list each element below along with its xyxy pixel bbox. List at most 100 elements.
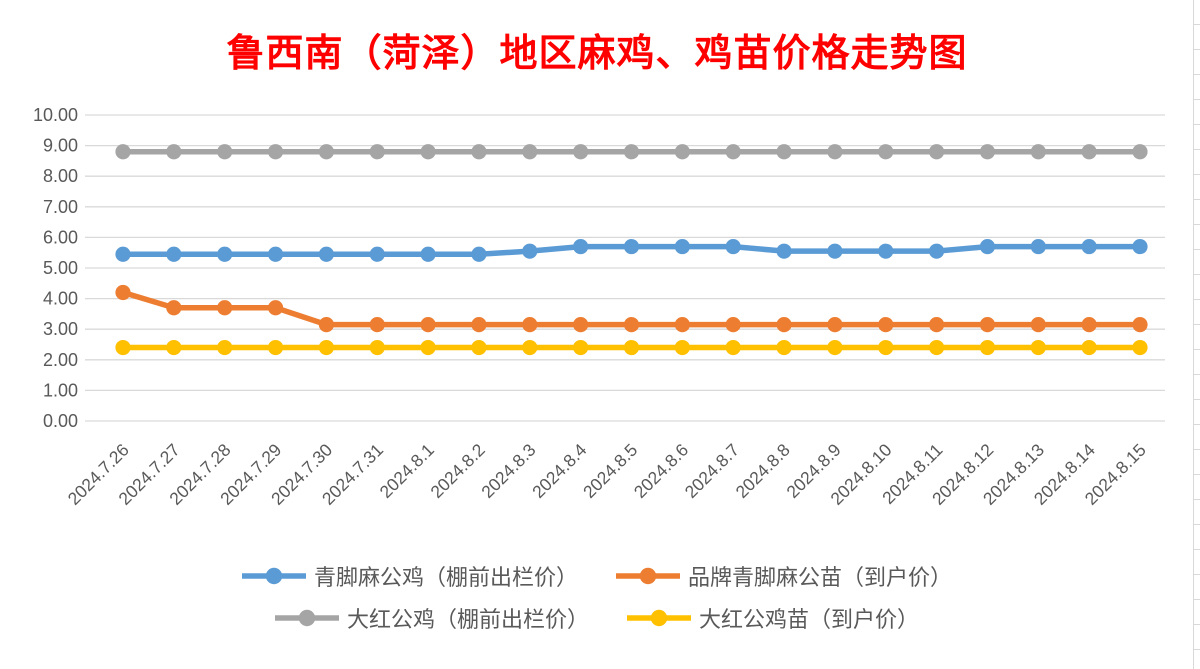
data-point-marker [776, 317, 792, 333]
data-point-marker [369, 339, 385, 356]
y-axis-tick-label: 8.00 [43, 166, 78, 186]
data-point-marker [166, 246, 182, 262]
data-point-marker [318, 317, 334, 333]
data-point-marker [979, 238, 996, 255]
legend-row: 青脚麻公鸡（棚前出栏价） 品牌青脚麻公苗（到户价） [241, 560, 953, 592]
data-point-marker [623, 339, 640, 356]
data-point-marker [267, 300, 284, 316]
data-point-marker [573, 238, 589, 255]
data-point-marker [1132, 317, 1148, 333]
data-point-marker [827, 144, 843, 160]
x-axis-tick-label: 2024.8.4 [528, 440, 590, 502]
legend-item: 大红公鸡苗（到户价） [627, 602, 919, 634]
data-point-marker [878, 243, 894, 259]
data-point-marker [166, 300, 182, 316]
data-point-marker [878, 317, 894, 333]
data-point-marker [318, 246, 334, 262]
y-axis-tick-label: 3.00 [43, 319, 78, 339]
legend-item: 青脚麻公鸡（棚前出栏价） [241, 560, 578, 592]
data-point-marker [776, 243, 792, 259]
legend-label: 大红公鸡（棚前出栏价） [346, 607, 589, 632]
legend-marker-icon [274, 609, 339, 627]
data-point-marker [420, 144, 436, 160]
data-point-marker [1132, 238, 1148, 255]
data-point-marker [522, 144, 538, 160]
data-point-marker [929, 339, 945, 356]
data-point-marker [827, 339, 843, 356]
data-point-marker [725, 144, 741, 160]
data-point-marker [471, 317, 487, 333]
data-point-marker [725, 317, 741, 333]
data-point-marker [369, 144, 385, 160]
data-point-marker [522, 317, 538, 333]
data-point-marker [267, 144, 284, 160]
data-point-marker [1132, 339, 1148, 356]
x-axis-tick-label: 2024.8.1 [376, 440, 438, 502]
data-point-marker [979, 339, 996, 356]
legend-item: 大红公鸡（棚前出栏价） [274, 602, 589, 634]
data-point-marker [878, 144, 894, 160]
y-axis-tick-label: 5.00 [43, 258, 78, 278]
data-point-marker [623, 144, 640, 160]
y-axis-tick-label: 4.00 [43, 289, 78, 309]
data-point-marker [318, 339, 334, 356]
data-point-marker [166, 144, 182, 160]
data-point-marker [115, 339, 131, 356]
x-axis-tick-label: 2024.8.2 [426, 440, 488, 502]
data-point-marker [674, 238, 690, 255]
data-point-marker [979, 317, 996, 333]
y-axis-tick-label: 6.00 [43, 227, 78, 247]
chart-title: 鲁西南（菏泽）地区麻鸡、鸡苗价格走势图 [226, 33, 968, 75]
x-axis-tick-label: 2024.8.3 [477, 440, 539, 502]
data-point-marker [217, 246, 233, 262]
legend-label: 品牌青脚麻公苗（到户价） [688, 565, 953, 590]
data-point-marker [471, 339, 487, 356]
data-point-marker [115, 284, 131, 301]
data-point-marker [420, 317, 436, 333]
data-point-marker [776, 339, 792, 356]
data-point-marker [471, 144, 487, 160]
data-point-marker [217, 339, 233, 356]
data-point-marker [929, 317, 945, 333]
data-point-marker [674, 144, 690, 160]
legend-row: 大红公鸡（棚前出栏价） 大红公鸡苗（到户价） [274, 602, 919, 634]
data-point-marker [827, 243, 843, 259]
data-point-marker [522, 339, 538, 356]
data-point-marker [1081, 144, 1097, 160]
x-axis-tick-label: 2024.8.6 [630, 440, 692, 502]
data-point-marker [420, 246, 436, 262]
data-point-marker [166, 339, 182, 356]
data-point-marker [725, 238, 741, 255]
data-point-marker [725, 339, 741, 356]
x-axis-tick-label: 2024.8.8 [732, 440, 794, 502]
legend-label: 大红公鸡苗（到户价） [699, 607, 920, 632]
x-axis-tick-label: 2024.8.5 [579, 440, 641, 502]
data-point-marker [217, 144, 233, 160]
data-point-marker [929, 243, 945, 259]
data-point-marker [1030, 238, 1046, 255]
y-axis-tick-label: 2.00 [43, 350, 78, 370]
legend-marker-icon [627, 609, 691, 627]
data-point-marker [1081, 317, 1097, 333]
y-axis-tick-label: 0.00 [43, 411, 78, 431]
data-point-marker [929, 144, 945, 160]
data-point-marker [471, 246, 487, 262]
data-point-marker [674, 339, 690, 356]
y-axis-tick-label: 1.00 [43, 380, 78, 400]
data-point-marker [217, 300, 233, 316]
data-point-marker [979, 144, 996, 160]
data-point-marker [522, 243, 538, 259]
legend-marker-icon [616, 567, 680, 585]
data-point-marker [573, 144, 589, 160]
y-axis-tick-label: 10.00 [33, 105, 78, 125]
data-point-marker [827, 317, 843, 333]
y-axis-tick-label: 7.00 [43, 197, 78, 217]
legend-marker-icon [241, 567, 306, 585]
data-point-marker [1081, 238, 1097, 255]
data-point-marker [573, 339, 589, 356]
legend-label: 青脚麻公鸡（棚前出栏价） [313, 565, 578, 590]
data-point-marker [115, 246, 131, 262]
data-point-marker [1030, 339, 1046, 356]
data-point-marker [369, 317, 385, 333]
